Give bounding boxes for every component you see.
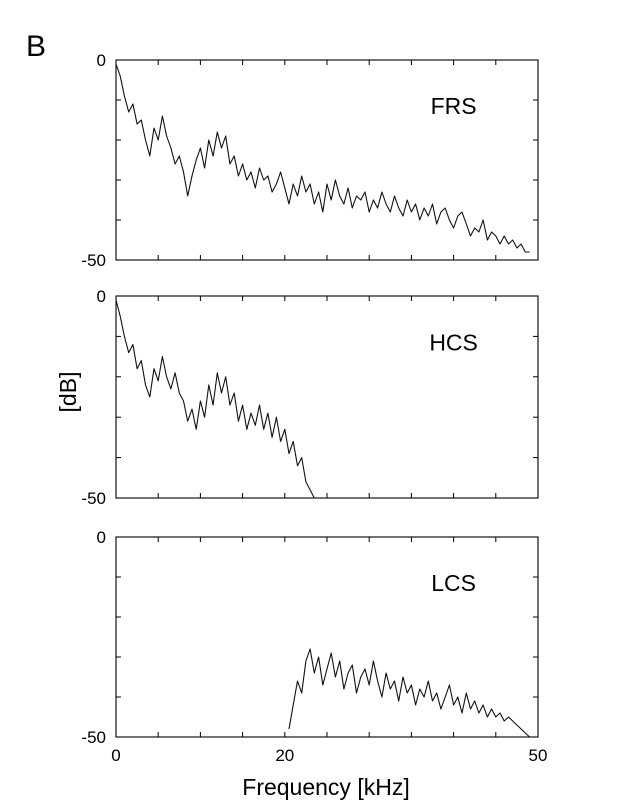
x-tick-label: 20 [275, 746, 294, 765]
plot-label-hcs: HCS [429, 330, 478, 356]
y-tick-label-hcs: -50 [81, 489, 106, 508]
plot-frame-lcs [115, 536, 539, 738]
y-tick-label-hcs: 0 [97, 287, 106, 306]
plot-label-lcs: LCS [431, 570, 476, 596]
x-tick-label: 50 [529, 746, 548, 765]
panel-hcs: 0 -50 HCS [81, 287, 539, 508]
y-tick-label-lcs: 0 [97, 528, 106, 547]
panel-frs: 0 -50 FRS [81, 51, 539, 270]
x-tick-label: 0 [111, 746, 120, 765]
plot-label-frs: FRS [431, 93, 477, 119]
panel-letter: B [26, 30, 46, 63]
y-tick-label-frs: -50 [81, 251, 106, 270]
panel-lcs: 0 -50 0 20 50 LCS [81, 528, 547, 765]
y-tick-label-lcs: -50 [81, 728, 106, 747]
plot-frame-hcs [115, 295, 539, 499]
y-tick-label-frs: 0 [97, 51, 106, 70]
plots-group: 0 -50 FRS 0 -50 HCS 0 -50 0 20 50 LCS [81, 51, 547, 765]
y-axis-title: [dB] [55, 372, 81, 413]
spectrum-line-lcs [288, 648, 530, 738]
x-axis-title: Frequency [kHz] [242, 774, 409, 800]
spectrum-line-frs [115, 63, 530, 253]
plot-frame-frs [115, 59, 539, 261]
spectrum-line-hcs [115, 299, 315, 499]
